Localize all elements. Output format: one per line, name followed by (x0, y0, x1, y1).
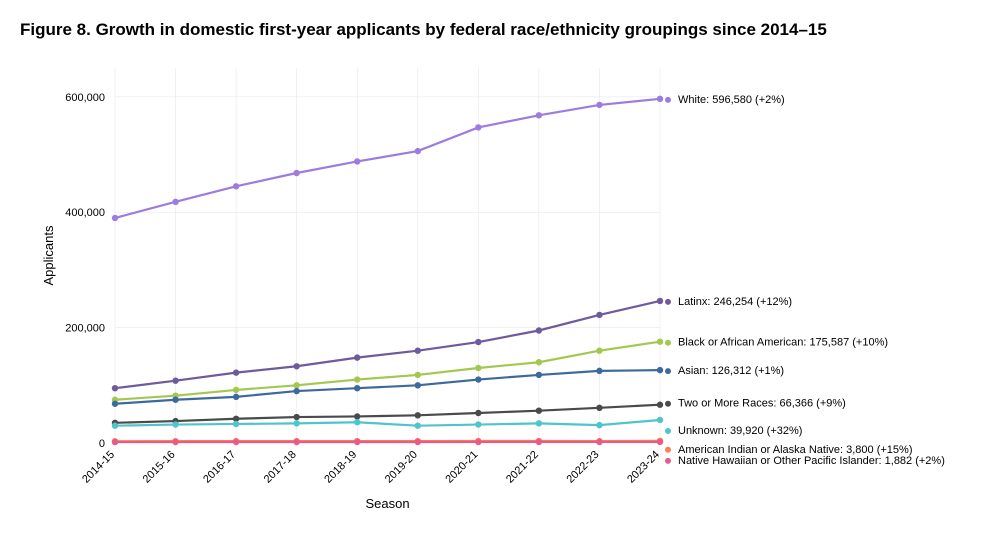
series-point (596, 368, 602, 374)
series-point (536, 407, 542, 413)
series-point (112, 215, 118, 221)
series-point (536, 439, 542, 445)
series-point (596, 439, 602, 445)
series-point (415, 347, 421, 353)
series-point (475, 376, 481, 382)
series-end-label: White: 596,580 (+2%) (678, 94, 785, 106)
series-end-label: Native Hawaiian or Other Pacific Islande… (678, 455, 945, 467)
series-point (233, 387, 239, 393)
chart-svg: 0200,000400,000600,0002014-152015-162016… (20, 48, 974, 518)
series-end-label: Latinx: 246,254 (+12%) (678, 296, 792, 308)
series-point (657, 417, 663, 423)
series-point (354, 376, 360, 382)
series-point (293, 439, 299, 445)
series-point (354, 439, 360, 445)
series-point (112, 422, 118, 428)
series-point (536, 372, 542, 378)
series-label-marker (665, 97, 671, 103)
series-label-marker (665, 368, 671, 374)
y-tick-label: 0 (99, 438, 105, 450)
series-label-marker (665, 340, 671, 346)
series-label-marker (665, 401, 671, 407)
line-chart: 0200,000400,000600,0002014-152015-162016… (20, 48, 974, 518)
series-point (596, 347, 602, 353)
series-point (354, 158, 360, 164)
series-point (657, 402, 663, 408)
series-point (172, 421, 178, 427)
series-point (657, 367, 663, 373)
series-point (475, 421, 481, 427)
series-point (415, 372, 421, 378)
y-tick-label: 200,000 (65, 323, 105, 335)
y-axis-label: Applicants (41, 225, 56, 285)
series-point (596, 102, 602, 108)
series-end-label: Black or African American: 175,587 (+10%… (678, 337, 888, 349)
series-point (172, 377, 178, 383)
series-point (536, 359, 542, 365)
series-point (293, 388, 299, 394)
series-point (536, 112, 542, 118)
series-point (475, 410, 481, 416)
series-point (354, 385, 360, 391)
series-point (172, 199, 178, 205)
series-end-label: Two or More Races: 66,366 (+9%) (678, 398, 846, 410)
series-label-marker (665, 299, 671, 305)
series-point (293, 363, 299, 369)
y-tick-label: 400,000 (65, 207, 105, 219)
series-label-marker (665, 447, 671, 453)
series-point (475, 365, 481, 371)
series-point (475, 339, 481, 345)
series-label-marker (665, 458, 671, 464)
series-point (293, 382, 299, 388)
series-point (172, 439, 178, 445)
series-point (415, 422, 421, 428)
series-point (233, 183, 239, 189)
series-point (657, 96, 663, 102)
series-point (293, 170, 299, 176)
series-point (596, 422, 602, 428)
series-point (233, 439, 239, 445)
series-point (354, 354, 360, 360)
series-point (415, 148, 421, 154)
y-tick-label: 600,000 (65, 92, 105, 104)
series-point (415, 382, 421, 388)
figure-title: Figure 8. Growth in domestic first-year … (20, 20, 974, 40)
series-point (415, 412, 421, 418)
series-point (172, 397, 178, 403)
series-point (657, 439, 663, 445)
series-end-label: Unknown: 39,920 (+32%) (678, 425, 802, 437)
series-point (354, 419, 360, 425)
series-point (475, 124, 481, 130)
series-point (657, 298, 663, 304)
series-point (233, 421, 239, 427)
series-point (112, 439, 118, 445)
series-point (233, 394, 239, 400)
series-point (354, 413, 360, 419)
series-point (293, 414, 299, 420)
series-point (112, 385, 118, 391)
series-point (415, 439, 421, 445)
series-point (293, 420, 299, 426)
series-point (596, 405, 602, 411)
series-end-label: Asian: 126,312 (+1%) (678, 365, 784, 377)
series-label-marker (665, 428, 671, 434)
series-point (536, 420, 542, 426)
x-axis-label: Season (365, 496, 409, 511)
series-point (536, 327, 542, 333)
series-point (475, 439, 481, 445)
series-point (112, 401, 118, 407)
series-point (596, 312, 602, 318)
series-point (657, 338, 663, 344)
series-point (233, 369, 239, 375)
